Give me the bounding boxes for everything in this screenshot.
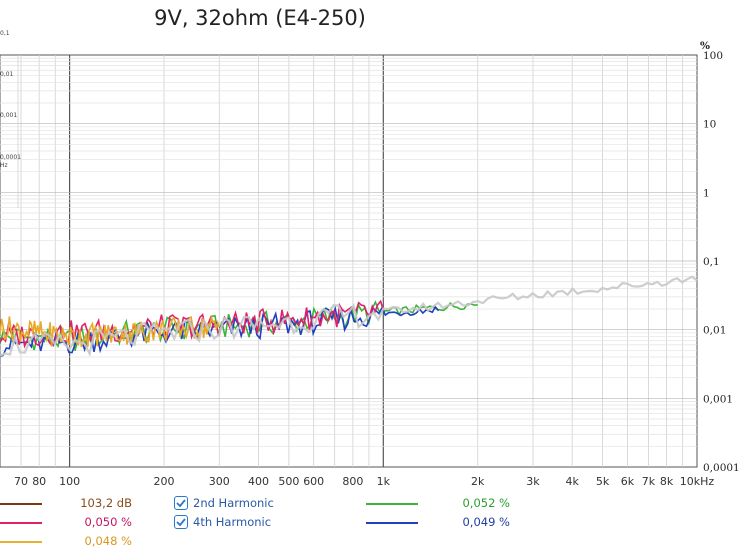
check-icon xyxy=(176,499,186,508)
inset-tick-label: 0,0001 xyxy=(0,154,21,161)
legend-value: 0,049 % xyxy=(462,515,510,529)
legend-label-4th-harmonic: 4th Harmonic xyxy=(193,515,272,529)
x-tick-label: 4k xyxy=(565,475,579,488)
inset-tick-label: 0,1 xyxy=(0,30,10,37)
x-tick-label: 400 xyxy=(248,475,269,488)
x-tick-label: 100 xyxy=(59,475,80,488)
series-line xyxy=(0,275,698,357)
checkbox-4th-harmonic[interactable] xyxy=(174,515,188,529)
series-line xyxy=(0,314,221,348)
y-tick-label: 0,001 xyxy=(703,393,733,405)
inset-tick-label: 0,01 xyxy=(0,71,14,78)
x-tick-label: 600 xyxy=(303,475,324,488)
legend-value: 103,2 dB xyxy=(80,496,132,510)
chart-title: 9V, 32ohm (E4-250) xyxy=(154,6,366,30)
y-tick-label: 10 xyxy=(703,119,716,131)
x-tick-label: 2k xyxy=(471,475,485,488)
legend-swatch xyxy=(366,522,418,524)
legend-value: 0,052 % xyxy=(462,496,510,510)
x-tick-label: 200 xyxy=(154,475,175,488)
y-tick-label: 0,1 xyxy=(703,256,720,268)
x-tick-label: 7k xyxy=(642,475,656,488)
inset-tick-label: 0,001 xyxy=(0,112,18,119)
check-icon xyxy=(176,518,186,527)
x-tick-label: 300 xyxy=(209,475,230,488)
x-tick-label: 800 xyxy=(342,475,363,488)
x-tick-label: 1k xyxy=(377,475,391,488)
y-unit-label: % xyxy=(700,40,710,52)
legend-label-2nd-harmonic: 2nd Harmonic xyxy=(193,496,274,510)
x-tick-label: 5k xyxy=(596,475,610,488)
y-tick-label: 0,01 xyxy=(703,325,726,337)
legend-value: 0,050 % xyxy=(84,515,132,529)
x-tick-label: 70 xyxy=(14,475,28,488)
legend-swatch xyxy=(0,522,42,524)
x-tick-label: 10kHz xyxy=(680,475,715,488)
y-tick-label: 0,0001 xyxy=(703,462,740,474)
x-tick-label: 500 xyxy=(278,475,299,488)
y-tick-label: 1 xyxy=(703,187,710,199)
legend-swatch xyxy=(0,541,42,543)
x-tick-label: 80 xyxy=(32,475,46,488)
checkbox-2nd-harmonic[interactable] xyxy=(174,496,188,510)
y-tick-label: 100 xyxy=(703,50,723,62)
legend-swatch xyxy=(0,503,42,505)
inset-unit-label: Hz xyxy=(0,162,8,169)
legend-value: 0,048 % xyxy=(84,534,132,548)
legend-swatch xyxy=(366,503,418,505)
x-tick-label: 6k xyxy=(621,475,635,488)
x-tick-label: 8k xyxy=(660,475,674,488)
x-tick-label: 3k xyxy=(526,475,540,488)
